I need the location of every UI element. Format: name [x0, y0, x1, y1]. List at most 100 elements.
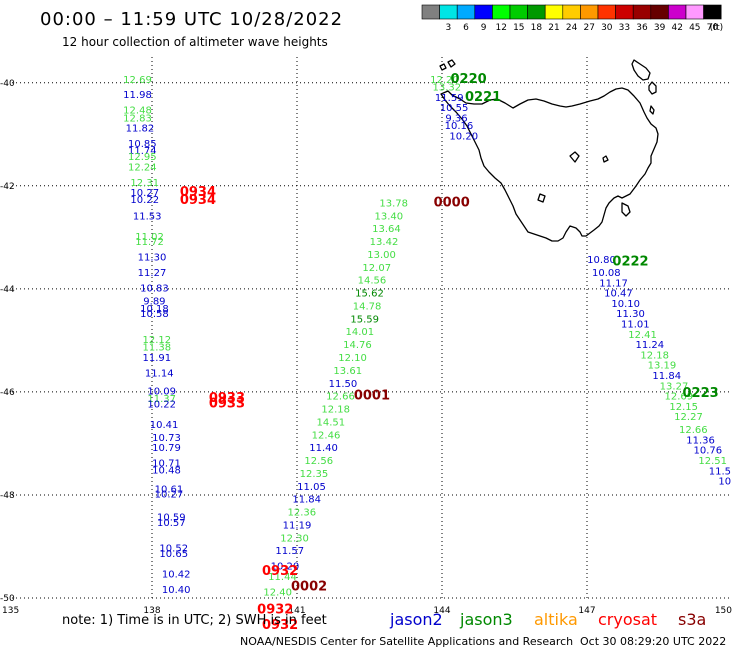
wave-height-value: 13.00 [367, 250, 396, 261]
lon-tick-label: 135 [2, 606, 19, 616]
wave-height-value: 14.01 [346, 327, 375, 338]
wave-height-value: 11.30 [138, 253, 167, 264]
colorbar-label: 33 [619, 23, 630, 33]
colorbar-label: 45 [689, 23, 700, 33]
wave-height-value: 12.18 [640, 350, 669, 361]
wave-height-value: 13.40 [375, 211, 404, 222]
wave-height-value: 15.62 [355, 289, 384, 300]
legend-altika: altika [534, 610, 578, 629]
units-note: note: 1) Time is in UTC; 2) SWH is in fe… [62, 613, 327, 628]
wave-height-value: 10.42 [162, 569, 191, 580]
wave-height-value: 12.69 [665, 392, 694, 403]
colorbar-swatch [456, 4, 476, 20]
wave-height-value: 13.27 [660, 381, 689, 392]
colorbar: 3 6 9 12 15 18 21 24 27 30 33 36 39 42 45 70(ft) [421, 4, 724, 33]
colorbar-swatch [668, 4, 687, 20]
colorbar-label: 24 [566, 23, 578, 33]
lat-tick-label: -48 [0, 491, 15, 501]
colorbar-label: 9 [481, 23, 487, 33]
colorbar-swatch [421, 4, 440, 20]
wave-height-value: 12.66 [326, 392, 355, 403]
wave-height-value: 10.22 [147, 399, 176, 410]
pass-time-label: 0933 [209, 396, 245, 411]
lon-tick-label: 150 [715, 606, 732, 616]
wave-height-value: 11.5 [709, 466, 731, 477]
wave-height-value: 11.14 [145, 368, 174, 379]
lon-tick-label: 138 [143, 606, 160, 616]
colorbar-swatch [492, 4, 511, 20]
colorbar-label: 39 [654, 23, 666, 33]
wave-height-value: 11.37 [147, 394, 176, 405]
wave-height-value: 13.42 [370, 237, 399, 248]
legend-jason3: jason3 [459, 610, 513, 629]
wave-height-value: 10.57 [157, 518, 186, 529]
wave-height-value: 12.35 [300, 469, 329, 480]
colorbar-swatch [703, 4, 722, 20]
wave-height-value: 12.69 [123, 75, 152, 86]
wave-height-value: 10.61 [155, 484, 184, 495]
wave-height-value: 12.51 [698, 456, 727, 467]
wave-height-value: 10.20 [271, 562, 300, 573]
wave-height-value: 11.50 [329, 379, 358, 390]
wave-height-value: 13.61 [333, 366, 362, 377]
colorbar-swatch [597, 4, 616, 20]
pass-time-label: 0223 [682, 386, 718, 401]
pass-time-labels: 0934093409330933093209320932000200010000… [180, 72, 719, 633]
generated-timestamp: Oct 30 08:29:20 UTC 2022 [580, 635, 726, 648]
wave-height-value: 12.07 [362, 263, 391, 274]
wave-height-value: 11.98 [123, 90, 152, 101]
wave-height-value: 11.38 [143, 343, 172, 354]
colorbar-swatch [474, 4, 493, 20]
wave-height-value: 10.27 [130, 188, 159, 199]
wave-height-value: 13.78 [379, 198, 408, 209]
pass-time-label: 0002 [291, 579, 327, 594]
wave-height-value: 10.73 [152, 433, 181, 444]
wave-height-value: 10.65 [159, 549, 188, 560]
wave-height-value: 12.95 [128, 152, 157, 163]
wave-height-value: 13.64 [372, 224, 401, 235]
wave-height-value: 12.41 [628, 330, 657, 341]
colorbar-label: 30 [601, 23, 613, 33]
pass-time-label: 0933 [209, 391, 245, 406]
legend-jason2: jason2 [389, 610, 443, 629]
lat-tick-label: -44 [0, 285, 15, 295]
wave-height-value: 12.15 [669, 402, 698, 413]
pass-time-label: 0934 [180, 193, 216, 208]
latitude-labels: -40 -42 -44 -46 -48 -50 [0, 79, 15, 604]
lat-tick-label: -46 [0, 388, 15, 398]
satellite-legend: jason2 jason3 altika cryosat s3a [389, 610, 706, 629]
wave-height-value: 11.84 [652, 371, 681, 382]
wave-height-value: 14.76 [343, 340, 372, 351]
pass-time-label: 0220 [450, 72, 486, 87]
longitude-labels: 135 138 141 144 147 150 [2, 606, 732, 616]
wave-height-value: 13.19 [648, 361, 677, 372]
pass-time-label: 0932 [262, 564, 298, 579]
colorbar-label: 18 [531, 23, 543, 33]
wave-height-value: 10.20 [449, 131, 478, 142]
wave-height-value: 10.58 [140, 309, 169, 320]
wave-height-value: 11.05 [297, 482, 326, 493]
wave-height-value: 12.18 [321, 405, 350, 416]
wave-height-value: 12.40 [263, 587, 292, 598]
colorbar-swatch [562, 4, 581, 20]
wave-height-value: 14.56 [358, 276, 387, 287]
wave-height-value: 10.80 [587, 255, 616, 266]
pass-time-label: 0221 [465, 90, 501, 105]
pass-time-label: 0001 [354, 389, 390, 404]
wave-height-value: 12.20 [430, 75, 459, 86]
tasmania-coastline [439, 59, 659, 242]
pass-time-label: 0932 [257, 602, 293, 617]
wave-height-value: 11.01 [621, 320, 650, 331]
wave-height-value: 12.83 [123, 113, 152, 124]
colorbar-unit: (ft) [710, 23, 724, 33]
wave-height-value: 11.30 [616, 309, 645, 320]
wave-height-value: 12.27 [674, 412, 703, 423]
wave-height-value: 12.36 [288, 508, 317, 519]
wave-height-value: 13.32 [433, 82, 462, 93]
lat-tick-label: -40 [0, 79, 15, 89]
colorbar-swatch [527, 4, 546, 20]
wave-height-value: 11.02 [135, 232, 164, 243]
wave-height-value: 11.27 [138, 268, 167, 279]
colorbar-swatch [580, 4, 599, 20]
